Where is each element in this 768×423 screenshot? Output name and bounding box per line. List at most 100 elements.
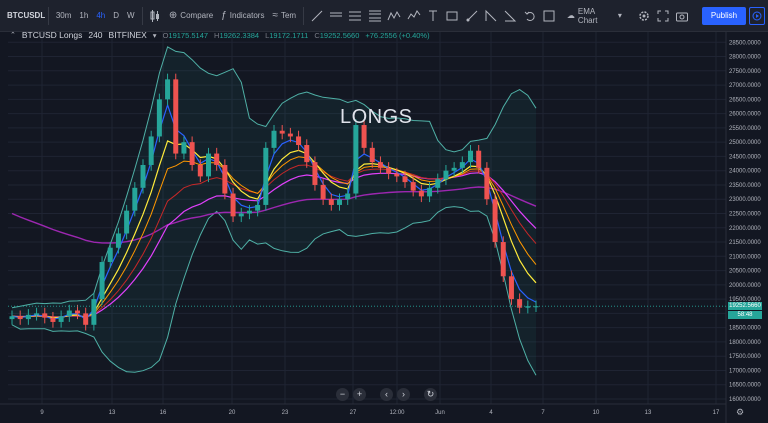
ema-red-line — [11, 164, 537, 318]
price-axis-label: 24500.0000 — [729, 154, 761, 160]
publish-button[interactable]: Publish — [702, 7, 746, 25]
horizontal-line-icon[interactable] — [326, 6, 345, 26]
price-axis-label: 19500.0000 — [729, 297, 761, 303]
zoom-in-button[interactable]: + — [353, 388, 366, 401]
chevron-down-icon: ▾ — [617, 11, 622, 20]
candle-body — [320, 184, 326, 200]
candles-chart-type-icon[interactable] — [146, 6, 165, 26]
camera-icon[interactable] — [673, 6, 692, 26]
candle-body — [263, 147, 269, 205]
interval-30m-button[interactable]: 30m — [55, 10, 72, 20]
series-legend: ⌃ BTCUSD Longs 240 BITFINEX ▾ O19175.514… — [10, 30, 430, 40]
toolbar-separator — [303, 6, 305, 25]
price-axis-label: 27500.0000 — [729, 69, 761, 75]
candle-body — [410, 182, 416, 191]
legend-dropdown-icon[interactable]: ▾ — [152, 30, 157, 40]
candle-body — [222, 164, 228, 194]
settings-gear-icon[interactable] — [634, 6, 653, 26]
candle-body — [361, 125, 367, 148]
candle-body — [75, 310, 80, 314]
ema-blue-line — [11, 103, 537, 321]
legend-low: 19172.1711 — [269, 30, 309, 40]
chart-pane[interactable]: 29000.000028500.000028000.000027500.0000… — [0, 30, 768, 423]
interval-w-button[interactable]: W — [127, 10, 135, 20]
candle-body — [58, 316, 64, 322]
scroll-right-button[interactable]: › — [397, 388, 410, 401]
templates-icon: ≈ — [272, 10, 278, 21]
layout-select-button[interactable]: ☁ EMA Chart ▾ — [563, 6, 626, 26]
trend-line-icon[interactable] — [307, 6, 326, 26]
price-axis-label: 28000.0000 — [729, 55, 761, 61]
bollinger-upper-line — [11, 46, 537, 309]
time-axis-label: 27 — [350, 410, 357, 416]
price-axis-label: 17500.0000 — [729, 354, 761, 360]
templates-button[interactable]: ≈ Tem — [268, 6, 300, 26]
candle-body — [17, 316, 23, 320]
fib-retracement-icon[interactable] — [365, 6, 384, 26]
candle-body — [230, 193, 236, 217]
templates-label: Tem — [280, 11, 297, 20]
candle-body — [377, 162, 383, 168]
toolbar-separator — [47, 6, 49, 25]
price-axis-label: 26000.0000 — [729, 112, 761, 118]
candle-body — [476, 150, 482, 168]
scroll-left-button[interactable]: ‹ — [380, 388, 393, 401]
pattern-icon[interactable] — [385, 6, 404, 26]
measure-tool-icon[interactable] — [501, 6, 520, 26]
pitchfork-icon[interactable] — [346, 6, 365, 26]
price-axis-label: 28500.0000 — [729, 40, 761, 46]
candle-body — [115, 233, 121, 248]
rectangle-tool-icon[interactable] — [443, 6, 462, 26]
chart-watermark-text: LONGS — [340, 106, 413, 128]
symbol-search-button[interactable]: BTCUSDLON — [7, 10, 45, 20]
candle-body — [525, 306, 531, 308]
collapse-icon[interactable]: ⌃ — [10, 32, 16, 39]
top-toolbar: BTCUSDLON 30m 1h 4h D W ⊕ Compare ƒ Indi… — [0, 0, 768, 32]
undo-icon[interactable] — [520, 6, 539, 26]
interval-4h-button[interactable]: 4h — [96, 10, 106, 20]
interval-d-button[interactable]: D — [113, 10, 119, 20]
candle-body — [197, 164, 203, 177]
price-chart[interactable]: 29000.000028500.000028000.000027500.0000… — [0, 32, 768, 423]
price-axis-label: 23000.0000 — [729, 197, 761, 203]
candle-body — [255, 204, 261, 211]
price-axis-label: 16500.0000 — [729, 383, 761, 389]
zoom-out-button[interactable]: − — [336, 388, 349, 401]
candle-body — [287, 133, 293, 137]
candle-body — [418, 190, 424, 197]
reset-chart-button[interactable]: ↻ — [424, 388, 437, 401]
price-axis-label: 22000.0000 — [729, 226, 761, 232]
indicators-button[interactable]: ƒ Indicators — [217, 6, 268, 26]
interval-1h-button[interactable]: 1h — [79, 10, 89, 20]
candle-body — [369, 147, 375, 163]
candle-body — [132, 187, 138, 211]
compare-button[interactable]: ⊕ Compare — [165, 6, 217, 26]
indicators-icon: ƒ — [221, 10, 227, 21]
candle-body — [533, 306, 539, 308]
play-icon[interactable] — [749, 7, 765, 25]
legend-low-key: L — [265, 30, 270, 40]
candle-body — [271, 130, 277, 148]
elliott-wave-icon[interactable] — [404, 6, 423, 26]
price-axis-label: 20000.0000 — [729, 283, 761, 289]
time-axis-label: 4 — [489, 410, 493, 416]
fullscreen-icon[interactable] — [653, 6, 672, 26]
candle-body — [508, 276, 514, 300]
time-axis-label: 16 — [160, 410, 167, 416]
layout-grid-icon[interactable] — [540, 6, 559, 26]
candle-body — [66, 310, 72, 317]
price-axis-label: 25000.0000 — [729, 140, 761, 146]
candle-body — [435, 179, 441, 188]
price-axis-label: 18500.0000 — [729, 326, 761, 332]
candle-body — [246, 210, 252, 214]
countdown-tag: 58:48 — [728, 311, 762, 319]
candle-body — [394, 173, 400, 177]
prediction-tool-icon[interactable] — [481, 6, 500, 26]
brush-tool-icon[interactable] — [462, 6, 481, 26]
legend-change: +76.2556 (+0.40%) — [365, 30, 430, 40]
text-tool-icon[interactable] — [423, 6, 442, 26]
candle-body — [83, 313, 89, 325]
price-axis-label: 20500.0000 — [729, 269, 761, 275]
candle-body — [345, 193, 351, 200]
candle-body — [91, 299, 97, 325]
